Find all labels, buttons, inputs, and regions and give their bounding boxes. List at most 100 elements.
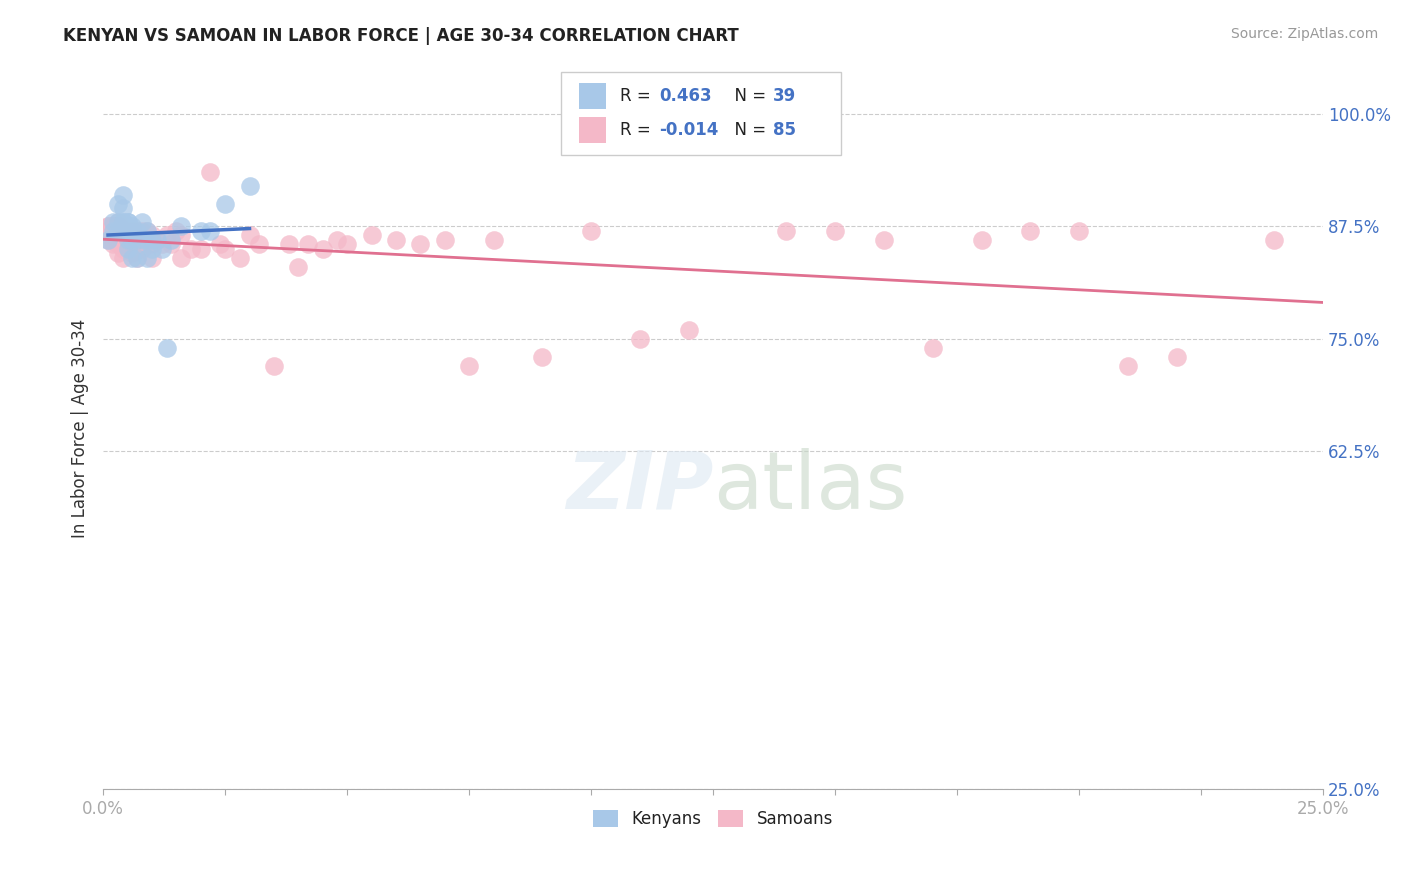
Point — [111, 215, 134, 229]
Point — [117, 215, 139, 229]
Point — [155, 341, 177, 355]
Point — [107, 233, 129, 247]
Text: atlas: atlas — [713, 448, 907, 525]
Point — [214, 196, 236, 211]
Point — [97, 219, 120, 234]
Point — [111, 224, 134, 238]
Point — [170, 219, 193, 234]
Legend: Kenyans, Samoans: Kenyans, Samoans — [586, 804, 839, 835]
Point — [121, 251, 143, 265]
Point — [131, 233, 153, 247]
Point — [111, 228, 134, 243]
Point — [101, 219, 124, 234]
Point — [277, 237, 299, 252]
Point — [121, 233, 143, 247]
Point — [136, 224, 159, 238]
Text: -0.014: -0.014 — [659, 121, 718, 139]
Point — [531, 350, 554, 364]
Point — [127, 251, 149, 265]
Point — [107, 224, 129, 238]
Point — [238, 228, 260, 243]
Point — [1069, 224, 1091, 238]
Point — [121, 219, 143, 234]
Point — [200, 165, 222, 179]
Point — [111, 251, 134, 265]
Point — [121, 233, 143, 247]
Point — [263, 359, 285, 373]
Point — [209, 237, 232, 252]
Point — [458, 359, 481, 373]
Point — [160, 233, 183, 247]
Point — [111, 187, 134, 202]
Point — [1116, 359, 1139, 373]
Point — [141, 237, 163, 252]
Point — [111, 237, 134, 252]
Point — [107, 237, 129, 252]
Point — [170, 251, 193, 265]
Point — [97, 219, 120, 234]
Point — [287, 260, 309, 274]
Point — [579, 224, 602, 238]
Point — [107, 215, 129, 229]
Point — [101, 215, 124, 229]
Point — [385, 233, 408, 247]
FancyBboxPatch shape — [579, 83, 606, 109]
Point — [101, 237, 124, 252]
Text: 39: 39 — [773, 87, 796, 105]
Point — [101, 224, 124, 238]
Point — [190, 242, 212, 256]
Point — [247, 237, 270, 252]
Point — [229, 251, 252, 265]
Point — [107, 219, 129, 234]
Point — [111, 215, 134, 229]
Point — [117, 228, 139, 243]
Point — [775, 224, 797, 238]
Text: R =: R = — [620, 121, 657, 139]
Point — [170, 228, 193, 243]
Point — [117, 215, 139, 229]
Point — [127, 251, 149, 265]
Point — [101, 228, 124, 243]
Point — [165, 224, 187, 238]
Text: N =: N = — [724, 87, 772, 105]
Point — [107, 215, 129, 229]
Point — [873, 233, 896, 247]
Point — [180, 242, 202, 256]
FancyBboxPatch shape — [579, 117, 606, 144]
Point — [127, 233, 149, 247]
Point — [111, 242, 134, 256]
Point — [1019, 224, 1042, 238]
Point — [107, 246, 129, 260]
Point — [141, 251, 163, 265]
Point — [136, 224, 159, 238]
Point — [117, 224, 139, 238]
FancyBboxPatch shape — [561, 72, 841, 155]
Point — [360, 228, 382, 243]
Point — [111, 233, 134, 247]
Point — [127, 237, 149, 252]
Point — [160, 237, 183, 252]
Point — [336, 237, 359, 252]
Point — [1263, 233, 1285, 247]
Point — [131, 224, 153, 238]
Point — [101, 224, 124, 238]
Point — [97, 224, 120, 238]
Point — [117, 224, 139, 238]
Point — [97, 233, 120, 247]
Point — [1166, 350, 1188, 364]
Point — [136, 251, 159, 265]
Text: ZIP: ZIP — [565, 448, 713, 525]
Point — [127, 224, 149, 238]
Point — [127, 224, 149, 238]
Text: 0.463: 0.463 — [659, 87, 711, 105]
Point — [970, 233, 993, 247]
Point — [107, 224, 129, 238]
Point — [921, 341, 943, 355]
Point — [107, 196, 129, 211]
Point — [131, 215, 153, 229]
Point — [117, 237, 139, 252]
Point — [150, 242, 173, 256]
Text: N =: N = — [724, 121, 772, 139]
Point — [111, 201, 134, 215]
Point — [146, 233, 169, 247]
